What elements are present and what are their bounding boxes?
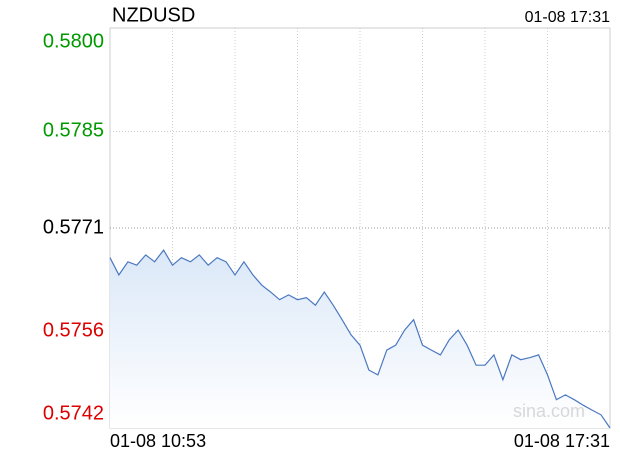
watermark: sina.com [513, 401, 585, 421]
x-end-label: 01-08 17:31 [514, 431, 610, 451]
x-start-label: 01-08 10:53 [110, 431, 206, 451]
timestamp: 01-08 17:31 [525, 9, 611, 26]
y-tick-label: 0.5771 [43, 216, 104, 238]
chart-title: NZDUSD [112, 4, 195, 26]
y-tick-label: 0.5756 [43, 320, 104, 342]
y-tick-label: 0.5800 [43, 30, 104, 52]
y-tick-label: 0.5742 [43, 402, 104, 424]
y-tick-label: 0.5785 [43, 120, 104, 142]
price-line [109, 249, 611, 429]
area-fill [110, 250, 610, 428]
